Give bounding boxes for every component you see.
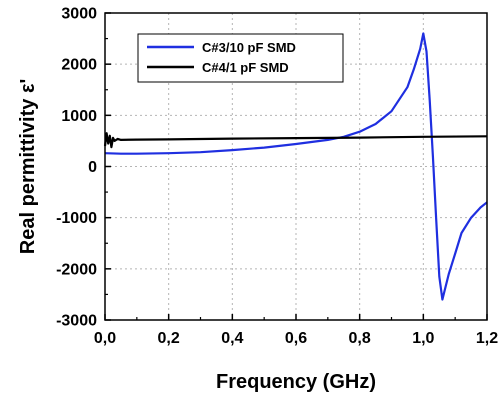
y-tick-label: 3000: [61, 6, 97, 23]
legend-label-series-2: C#4/1 pF SMD: [202, 60, 289, 75]
legend-label-series-1: C#3/10 pF SMD: [202, 40, 296, 55]
x-tick-label: 1,2: [476, 330, 498, 347]
y-axis-title: Real permittivity ε': [17, 79, 39, 254]
x-axis-title: Frequency (GHz): [216, 371, 376, 393]
x-tick-label: 1,0: [412, 330, 434, 347]
y-tick-label: -1000: [56, 210, 97, 227]
legend-box: [137, 33, 344, 83]
series-layer: [103, 32, 488, 301]
x-tick-label: 0,6: [285, 330, 307, 347]
x-tick-label: 0,4: [221, 330, 243, 347]
y-tick-label: 2000: [61, 57, 97, 74]
series-line-1: [104, 32, 488, 301]
y-tick-label: 0: [88, 159, 97, 176]
ticks: 0,0 0,2 0,4 0,6 0,8 1,0 1,2 -3000 -2000 -1000 0 100…: [56, 6, 498, 348]
x-tick-label: 0,0: [94, 330, 116, 347]
legend: C#3/10 pF SMD C#4/1 pF SMD: [137, 33, 344, 83]
x-tick-label: 0,8: [349, 330, 371, 347]
y-tick-label: -2000: [56, 261, 97, 278]
x-tick-label: 0,2: [158, 330, 180, 347]
series-line-2: [103, 132, 488, 149]
y-tick-label: 1000: [61, 108, 97, 125]
y-tick-label: -3000: [56, 313, 97, 330]
